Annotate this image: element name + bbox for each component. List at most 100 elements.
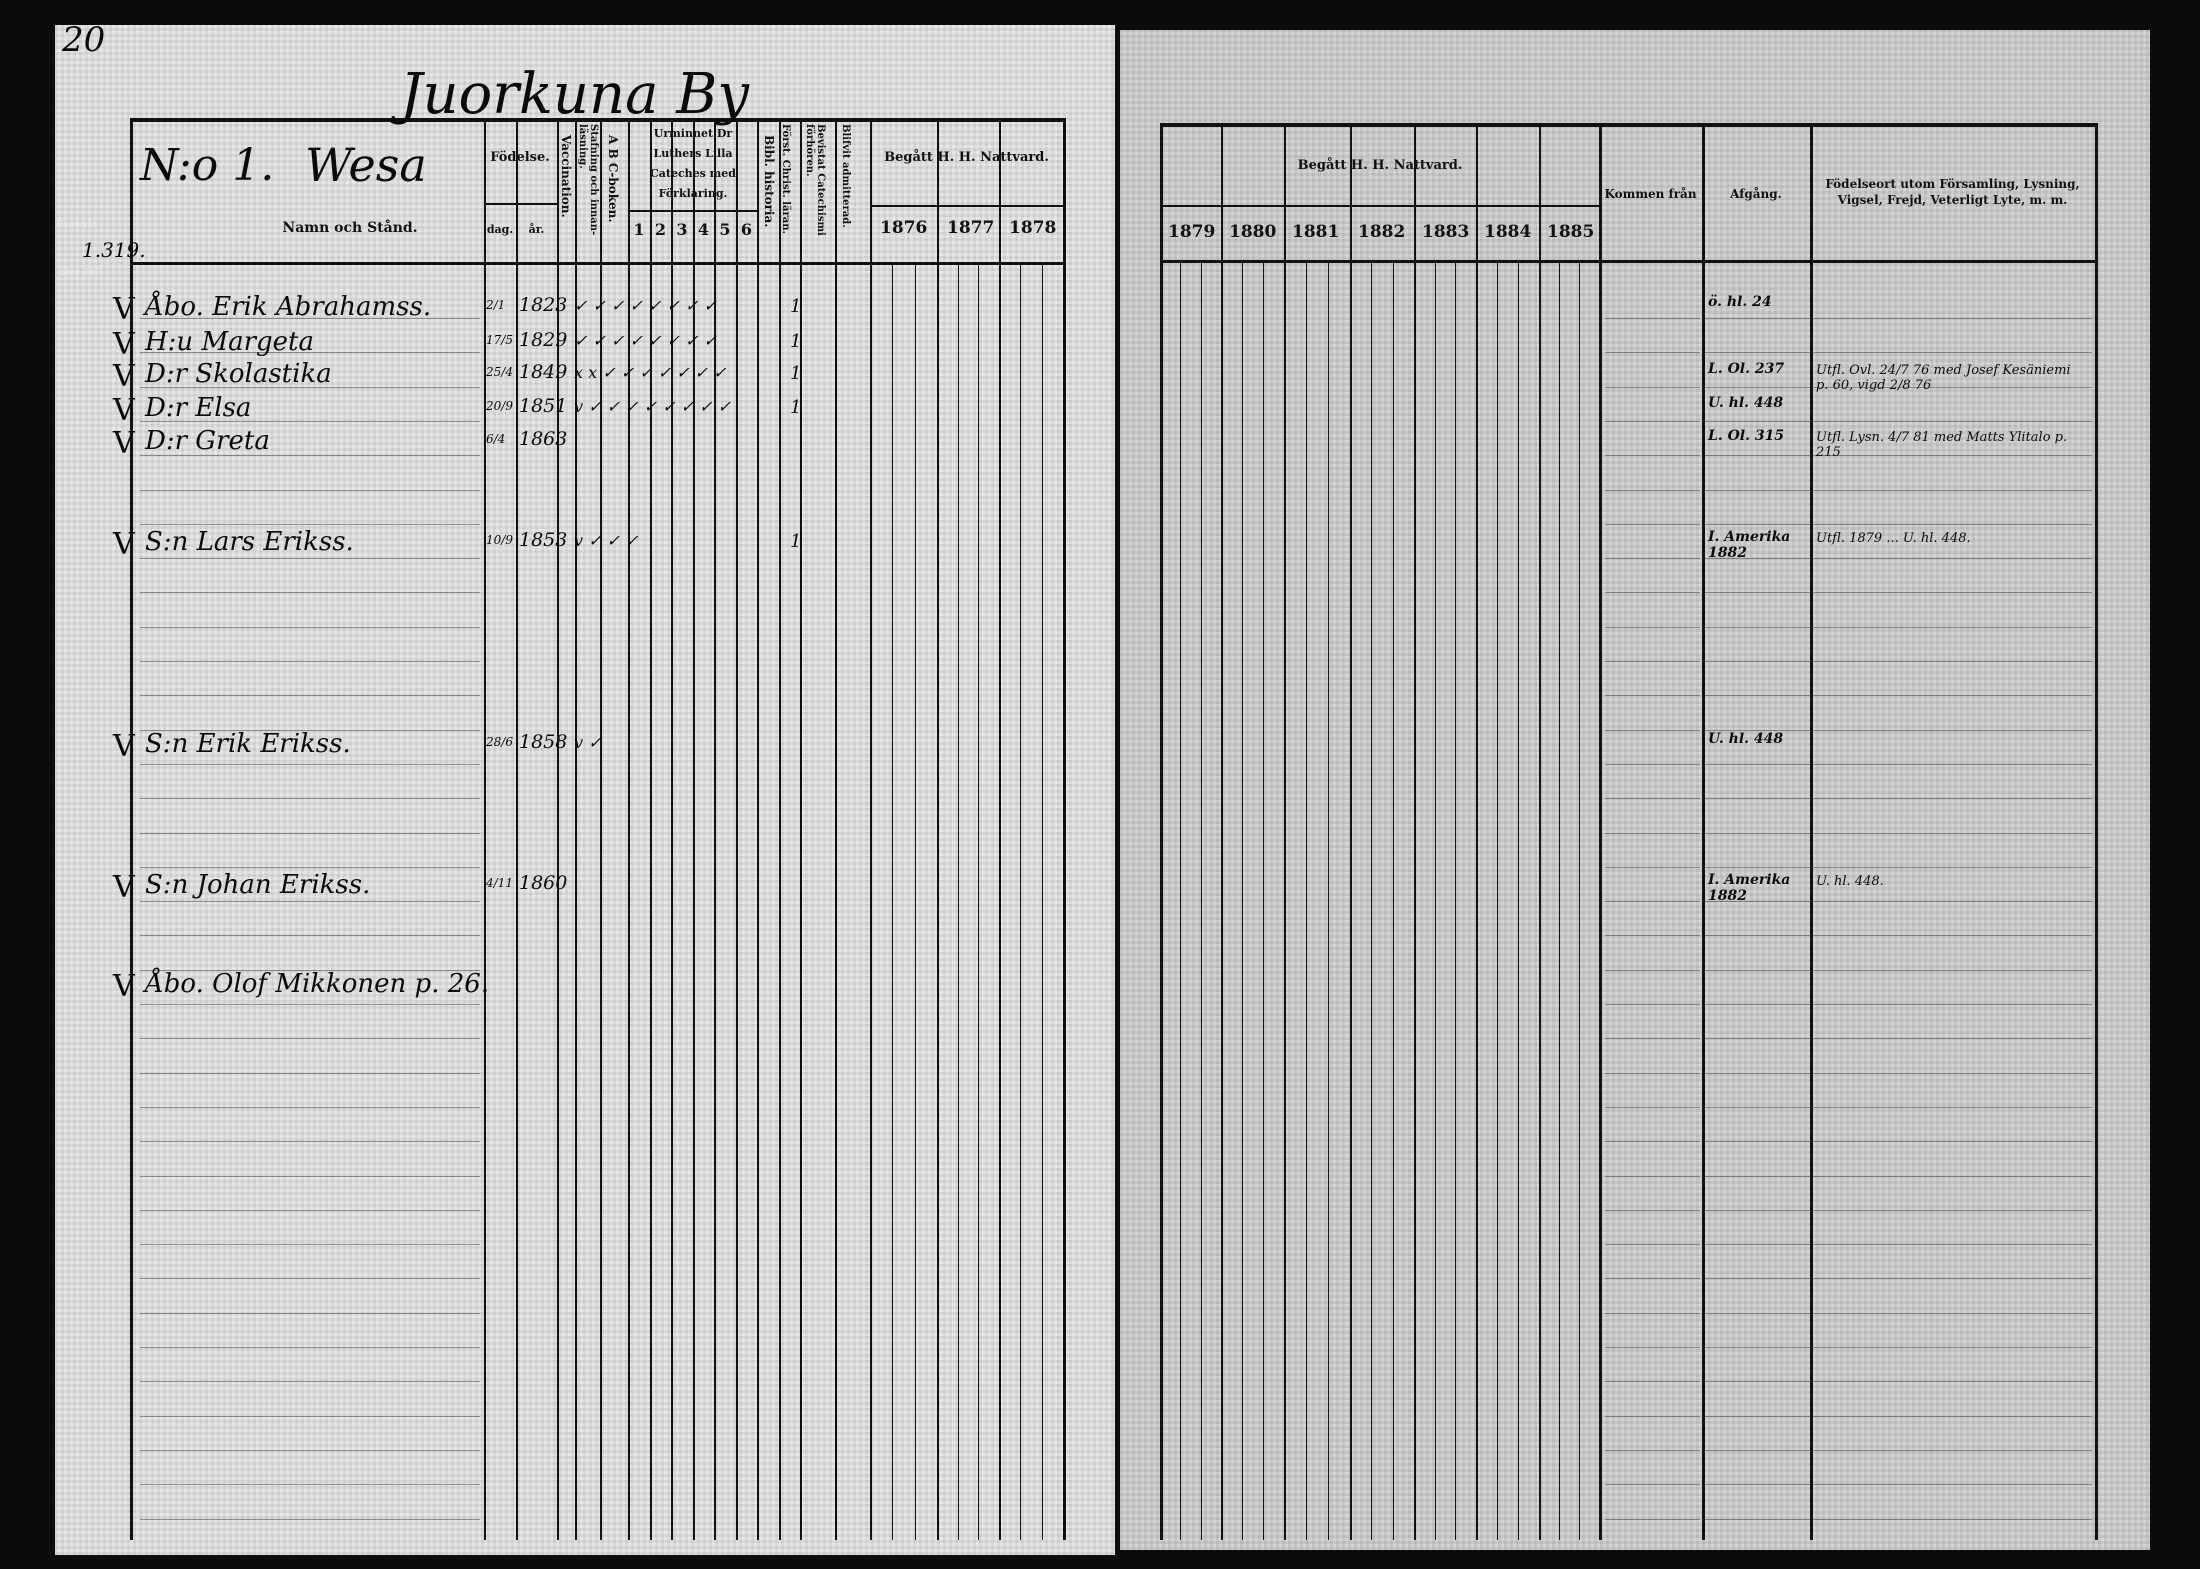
column-line: [1160, 123, 1163, 1540]
ruled-line: [140, 1106, 480, 1108]
header-bible-history: Bibl. historia.: [762, 135, 776, 228]
catechism-part-label: 3: [676, 220, 688, 239]
check-mark: V: [113, 393, 135, 428]
header-birth: Födelse.: [490, 150, 550, 165]
header-christian-doctrine: Först. Christ. läran.: [780, 124, 791, 234]
column-line: [1284, 123, 1286, 1540]
column-line: [1702, 123, 1705, 1540]
catechism-part-label: 6: [740, 220, 753, 239]
ruled-line: [140, 1347, 480, 1348]
birth-year: 1823: [519, 294, 568, 316]
column-line: [484, 118, 486, 1540]
header-divider: [870, 205, 1063, 207]
margin-note-ref: 1.319.: [82, 238, 146, 262]
ruled-line: [1605, 1347, 1700, 1348]
check-mark: V: [113, 426, 135, 461]
ruled-line: [1702, 489, 2092, 491]
departure-note: L. Ol. 315: [1708, 428, 1785, 444]
column-line: [600, 118, 602, 1540]
ruled-line: [140, 832, 480, 834]
subcolumn-line: [1020, 265, 1022, 1540]
header-notes: Födelseort utom Församling, Lysning, Vig…: [1825, 177, 2080, 207]
admitted-mark: 1: [790, 531, 802, 552]
departure-note: L. Ol. 237: [1708, 361, 1785, 377]
ruled-line: [1605, 866, 1700, 868]
person-name: H:u Margeta: [145, 327, 314, 357]
ruled-line: [1605, 1518, 1700, 1520]
admitted-mark: 1: [790, 363, 802, 384]
year-header: 1883: [1422, 222, 1470, 242]
ruled-line: [1605, 318, 1700, 319]
ruled-line: [1605, 1381, 1700, 1383]
subcolumn-line: [1497, 263, 1498, 1540]
ruled-line: [1605, 798, 1700, 800]
check-mark: V: [113, 292, 135, 327]
ruled-line: [140, 1072, 480, 1074]
subcolumn-line: [914, 265, 916, 1540]
birth-day: 6/4: [486, 432, 506, 446]
year-header: 1878: [1009, 218, 1057, 238]
margin-note-page: Sivu 347: [60, 268, 100, 278]
birth-year: 1849: [519, 361, 568, 383]
header-bottom-border: [1160, 260, 2098, 263]
column-line: [130, 118, 133, 1540]
ruled-line: [140, 489, 480, 491]
departure-note: I. Amerika 1882: [1708, 529, 1791, 561]
ruled-line: [1605, 455, 1700, 457]
check-mark: V: [113, 969, 135, 1004]
subcolumn-line: [1306, 263, 1307, 1540]
column-line: [937, 118, 939, 1540]
ruled-line: [1702, 386, 2092, 388]
ruled-line: [1702, 420, 2092, 422]
admitted-mark: 1: [790, 296, 802, 317]
header-birth-year: år.: [528, 223, 545, 236]
ruled-line: [1702, 935, 2092, 937]
ruled-line: [1605, 969, 1700, 971]
year-header: 1879: [1168, 222, 1216, 242]
ruled-line: [1605, 695, 1700, 697]
departure-note: U. hl. 448: [1708, 395, 1784, 411]
page-number: 20: [62, 20, 106, 60]
ruled-line: [1605, 1278, 1700, 1280]
ruled-line: [1605, 1449, 1700, 1451]
remarks-note: U. hl. 448.: [1816, 874, 1884, 889]
header-bottom-border: [130, 262, 1065, 265]
ruled-line: [1702, 1449, 2092, 1451]
ruled-line: [1605, 1209, 1700, 1211]
catechism-part-label: 2: [654, 220, 667, 239]
subcolumn-line: [892, 265, 894, 1540]
check-mark: V: [113, 527, 135, 562]
ruled-line: [1605, 592, 1700, 594]
ruled-line: [1605, 1141, 1700, 1143]
ruled-line: [1605, 1415, 1700, 1417]
column-line: [800, 118, 802, 1540]
progress-marks: v ✓: [574, 733, 602, 752]
year-header: 1885: [1547, 222, 1595, 242]
header-reading: Stafning och innan-läsning.: [577, 124, 599, 236]
ruled-line: [1702, 318, 2092, 319]
year-header: 1877: [947, 218, 995, 238]
admitted-mark: 1: [790, 331, 802, 352]
ruled-line: [1605, 489, 1700, 491]
person-name: Åbo. Erik Abrahamss.: [145, 292, 432, 322]
ruled-line: [1605, 1038, 1700, 1040]
column-line: [1599, 123, 1602, 1540]
column-line: [671, 118, 673, 1540]
birth-year: 1863: [519, 428, 568, 450]
person-name: D:r Elsa: [145, 393, 252, 423]
year-header: 1884: [1484, 222, 1532, 242]
ruled-line: [140, 1415, 480, 1417]
subcolumn-line: [1263, 263, 1264, 1540]
ruled-line: [1605, 523, 1700, 525]
subcolumn-line: [1518, 263, 1519, 1540]
ruled-line: [1605, 901, 1700, 903]
column-line: [714, 118, 716, 1540]
subcolumn-line: [1455, 263, 1457, 1540]
column-line: [870, 118, 872, 1540]
ruled-line: [1605, 729, 1700, 731]
check-mark: V: [113, 359, 135, 394]
header-catechism: Urminnet Dr Luthers Lilla Cateches med F…: [649, 127, 736, 200]
departure-note: U. hl. 448: [1708, 731, 1784, 747]
ruled-line: [1605, 1106, 1700, 1108]
header-came-from: Kommen från: [1604, 187, 1697, 201]
